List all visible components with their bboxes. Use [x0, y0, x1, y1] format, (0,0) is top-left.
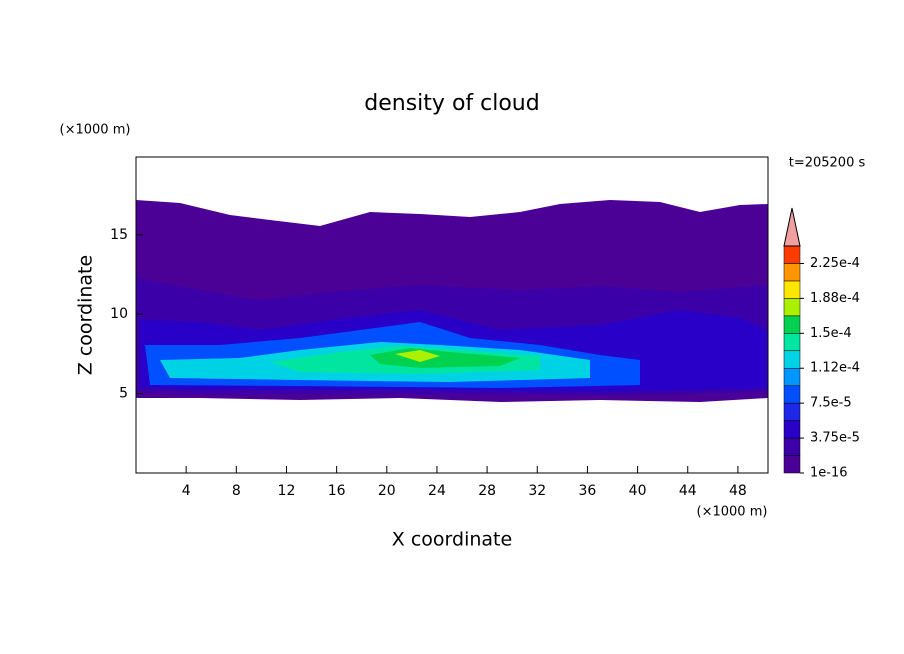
x-tick-label: 24	[428, 483, 446, 499]
y-tick-label: 15	[110, 227, 128, 243]
y-tick-label: 5	[119, 386, 128, 402]
y-tick-label: 10	[110, 306, 128, 322]
colorbar-bin	[783, 263, 801, 282]
colorbar-bin	[783, 315, 801, 334]
colorbar-bin	[783, 402, 801, 421]
colorbar-bin	[783, 385, 801, 404]
x-axis-label: X coordinate	[392, 529, 512, 551]
colorbar-tick-label: 7.5e-5	[810, 396, 852, 411]
colorbar-extend	[783, 207, 801, 247]
x-tick-label: 12	[278, 483, 296, 499]
colorbar-bin	[783, 280, 801, 299]
y-axis-label: Z coordinate	[75, 255, 97, 375]
colorbar-bin	[783, 333, 801, 352]
colorbar-bin	[783, 298, 801, 317]
x-tick-label: 32	[528, 483, 546, 499]
x-unit: (×1000 m)	[697, 505, 768, 520]
chart-title: density of cloud	[364, 91, 539, 116]
colorbar-bin	[783, 245, 801, 264]
colorbar-tick-label: 1.88e-4	[810, 291, 860, 306]
colorbar-bin	[783, 350, 801, 369]
x-tick-label: 48	[729, 483, 747, 499]
plot-frame	[135, 156, 769, 474]
x-tick-label: 16	[328, 483, 346, 499]
colorbar-bin	[783, 437, 801, 456]
colorbar-tick-label: 2.25e-4	[810, 256, 860, 271]
y-unit: (×1000 m)	[60, 123, 131, 138]
cloud-field	[136, 200, 768, 402]
colorbar-bin	[783, 455, 801, 474]
colorbar-tick-label: 1e-16	[810, 466, 848, 481]
x-tick-label: 28	[478, 483, 496, 499]
colorbar-bin	[783, 367, 801, 386]
cloud-region	[395, 350, 440, 362]
colorbar-tick-label: 1.12e-4	[810, 361, 860, 376]
x-tick-label: 8	[232, 483, 241, 499]
colorbar-bin	[783, 420, 801, 439]
x-tick-label: 36	[579, 483, 597, 499]
x-tick-label: 4	[182, 483, 191, 499]
x-tick-label: 44	[679, 483, 697, 499]
x-tick-label: 40	[629, 483, 647, 499]
colorbar-tick-label: 3.75e-5	[810, 431, 860, 446]
time-label: t=205200 s	[789, 156, 866, 171]
colorbar-tick-label: 1.5e-4	[810, 326, 852, 341]
x-tick-label: 20	[378, 483, 396, 499]
